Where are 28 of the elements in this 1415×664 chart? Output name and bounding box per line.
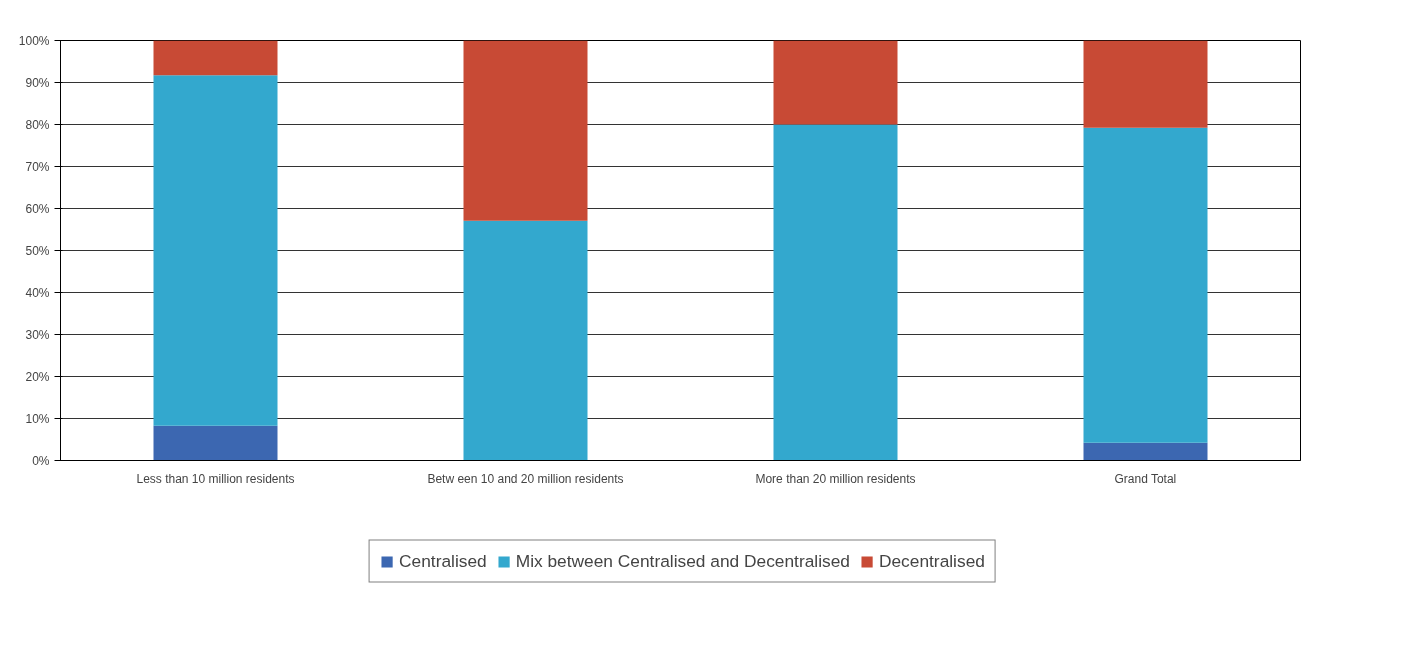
- bar: [153, 40, 278, 76]
- x-tick-label: More than 20 million residents: [755, 471, 916, 486]
- y-tick-label: 80%: [25, 117, 50, 132]
- y-tick-label: 70%: [25, 159, 50, 174]
- x-tick-label: Grand Total: [1114, 471, 1177, 486]
- bar: [1083, 40, 1208, 128]
- legend-label: Mix between Centralised and Decentralised: [515, 550, 850, 572]
- x-tick-label: Less than 10 million residents: [136, 471, 295, 486]
- bar: [153, 75, 278, 426]
- y-tick-label: 50%: [25, 243, 50, 258]
- y-tick-label: 40%: [25, 285, 50, 300]
- y-tick-label: 30%: [25, 327, 50, 342]
- bar: [1083, 127, 1208, 443]
- legend-label: Decentralised: [878, 550, 985, 572]
- y-tick-label: 90%: [25, 75, 50, 90]
- y-tick-label: 10%: [25, 411, 50, 426]
- y-tick-label: 60%: [25, 201, 50, 216]
- legend-label: Centralised: [399, 550, 487, 572]
- bar: [773, 124, 898, 461]
- bar: [463, 40, 588, 221]
- bar: [1083, 442, 1208, 461]
- bar: [773, 40, 898, 125]
- bar: [153, 425, 278, 461]
- x-tick-label: Betw een 10 and 20 million residents: [427, 471, 624, 486]
- bar: [463, 220, 588, 461]
- y-tick-label: 0%: [32, 453, 50, 468]
- y-tick-label: 100%: [18, 33, 50, 48]
- y-tick-label: 20%: [25, 369, 50, 384]
